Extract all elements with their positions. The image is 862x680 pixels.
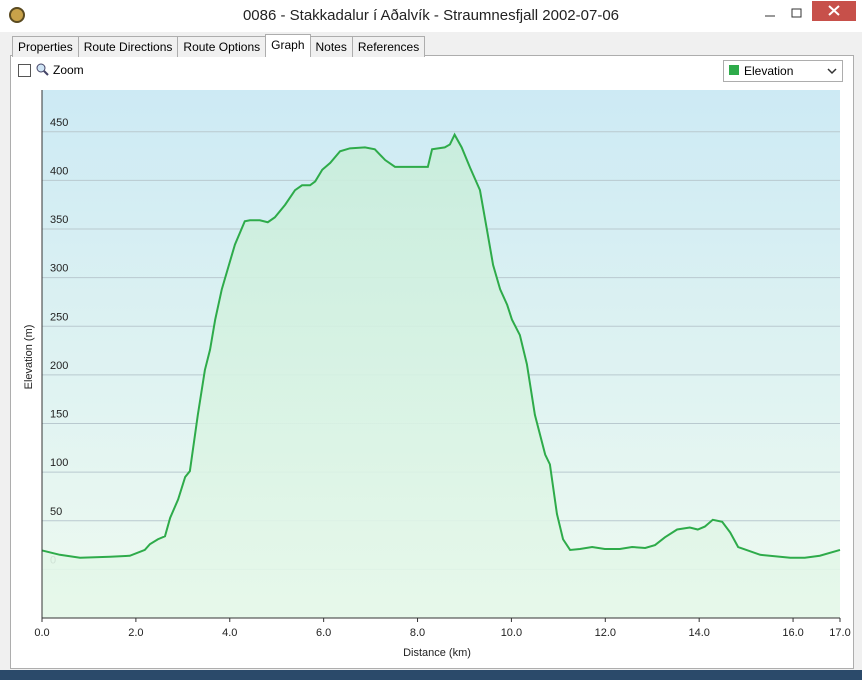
zoom-checkbox[interactable]: [18, 64, 31, 77]
x-tick-label: 4.0: [222, 627, 237, 639]
y-tick-label: 350: [50, 214, 68, 226]
y-tick-label: 250: [50, 311, 68, 323]
x-tick-label: 14.0: [688, 627, 709, 639]
app-icon: [9, 7, 25, 23]
window-title: 0086 - Stakkadalur í Aðalvík - Straumnes…: [242, 7, 620, 24]
y-tick-label: 100: [50, 457, 68, 469]
x-tick-label: 2.0: [128, 627, 143, 639]
series-dropdown[interactable]: Elevation: [723, 60, 843, 82]
x-tick-label: 0.0: [34, 627, 49, 639]
y-tick-label: 200: [50, 360, 68, 372]
y-tick-label: 150: [50, 409, 68, 421]
elevation-line: [41, 132, 841, 559]
y-tick-label: 450: [50, 117, 68, 129]
y-axis-title: Elevation (m): [23, 325, 35, 390]
x-axis-title: Distance (km): [403, 647, 471, 659]
window-buttons[interactable]: [0, 0, 862, 32]
y-tick-label: 300: [50, 263, 68, 275]
x-tick-label: 12.0: [595, 627, 616, 639]
x-tick-label: 6.0: [316, 627, 331, 639]
series-swatch: [729, 65, 739, 75]
dropdown-arrow: [827, 68, 837, 75]
tab[interactable]: Properties: [12, 36, 79, 57]
title-bar: 0086 - Stakkadalur í Aðalvík - Straumnes…: [0, 0, 862, 32]
tab[interactable]: Graph: [265, 34, 311, 57]
tab[interactable]: Route Options: [177, 36, 267, 57]
tab-strip: Properties Route Directions Route Options G…: [12, 34, 426, 57]
series-name: Elevation: [744, 64, 794, 78]
x-tick-label: 17.0: [829, 627, 850, 639]
taskbar: [0, 670, 862, 680]
tab[interactable]: References: [351, 36, 426, 57]
area-fill: [42, 134, 840, 618]
zoom-label: Zoom: [53, 63, 84, 77]
y-tick-label: 50: [50, 506, 62, 518]
x-tick-label: 10.0: [501, 627, 522, 639]
x-tick-label: 16.0: [782, 627, 803, 639]
y-tick-label: 400: [50, 165, 68, 177]
tab[interactable]: Route Directions: [77, 36, 179, 57]
x-tick-label: 8.0: [410, 627, 425, 639]
